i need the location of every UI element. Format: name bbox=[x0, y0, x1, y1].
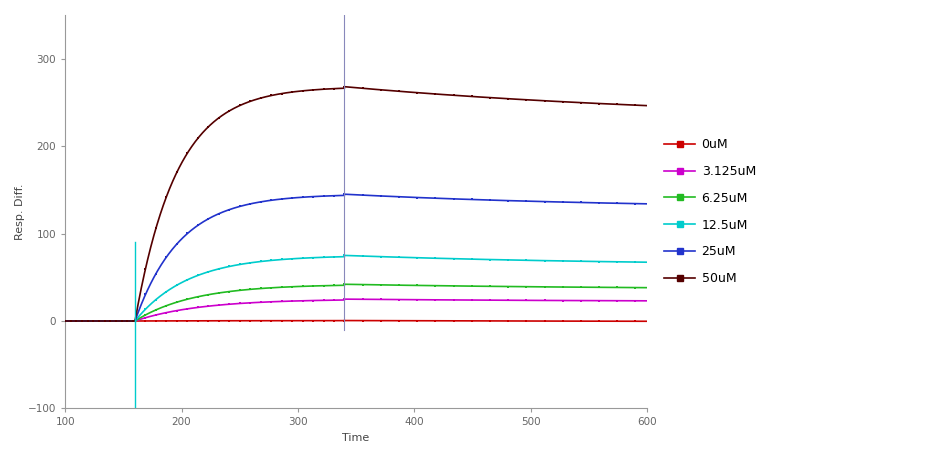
Y-axis label: Resp. Diff.: Resp. Diff. bbox=[15, 184, 25, 240]
Legend: 0uM, 3.125uM, 6.25uM, 12.5uM, 25uM, 50uM: 0uM, 3.125uM, 6.25uM, 12.5uM, 25uM, 50uM bbox=[659, 133, 761, 290]
X-axis label: Time: Time bbox=[342, 433, 370, 443]
